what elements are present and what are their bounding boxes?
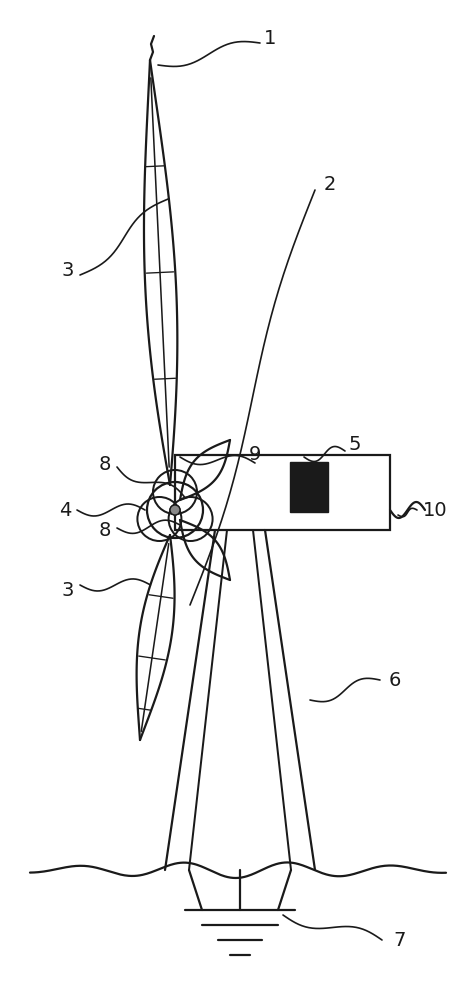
Text: 7: 7 — [394, 930, 406, 950]
Bar — [175, 455, 390, 530]
Text: 3: 3 — [62, 260, 74, 279]
Circle shape — [170, 505, 180, 515]
Text: 8: 8 — [99, 520, 111, 540]
Circle shape — [170, 505, 180, 515]
Text: 3: 3 — [62, 580, 74, 599]
Text: 8: 8 — [99, 456, 111, 475]
Text: 6: 6 — [389, 670, 401, 690]
Text: 2: 2 — [324, 176, 336, 194]
Text: 5: 5 — [349, 436, 361, 454]
Text: 1: 1 — [264, 28, 276, 47]
Text: 10: 10 — [423, 500, 447, 520]
Text: 9: 9 — [249, 446, 261, 464]
Text: 4: 4 — [59, 500, 71, 520]
Bar — [290, 462, 328, 512]
